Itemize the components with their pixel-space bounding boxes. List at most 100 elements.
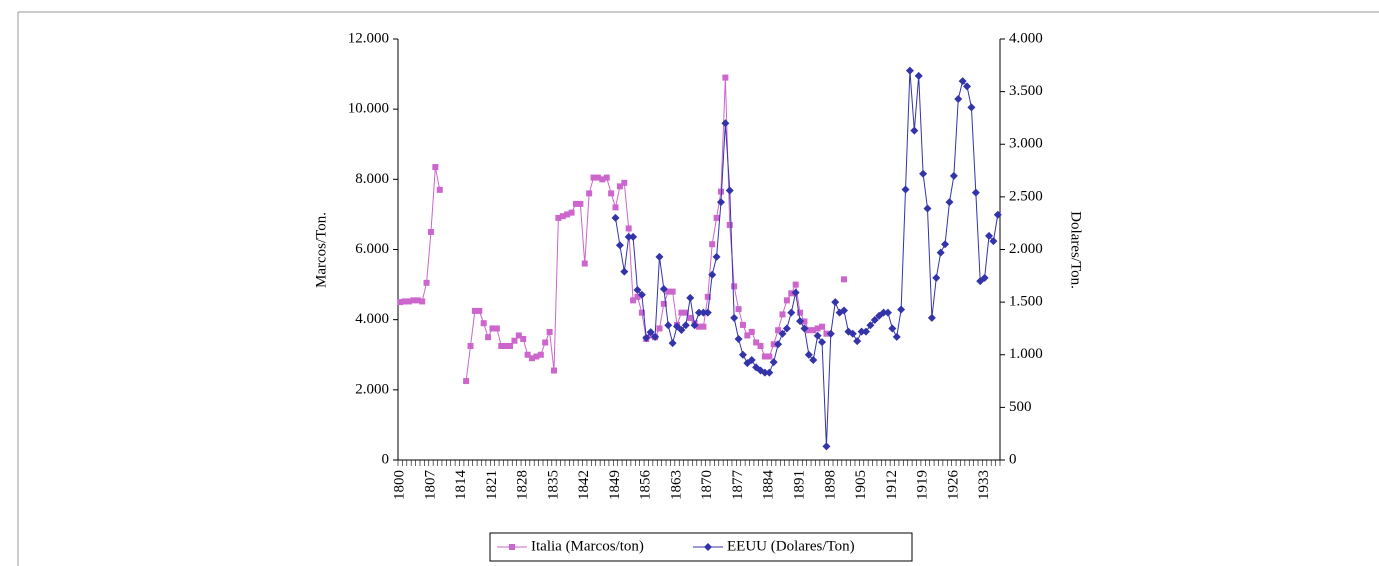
- marker: [651, 332, 660, 341]
- marker: [831, 298, 840, 307]
- marker: [853, 337, 862, 346]
- marker: [778, 329, 787, 338]
- marker: [682, 309, 689, 316]
- marker: [792, 281, 799, 288]
- marker: [678, 309, 685, 316]
- marker: [620, 267, 629, 276]
- marker: [861, 327, 870, 336]
- marker: [612, 204, 619, 211]
- marker: [656, 325, 663, 332]
- marker: [883, 308, 892, 317]
- marker: [616, 183, 623, 190]
- marker: [555, 214, 562, 221]
- marker: [708, 270, 717, 279]
- y-tick-label: 8.000: [355, 171, 389, 187]
- marker: [629, 232, 638, 241]
- marker: [980, 273, 989, 282]
- marker: [840, 306, 849, 315]
- marker: [664, 321, 673, 330]
- marker: [841, 276, 848, 283]
- marker: [550, 367, 557, 374]
- marker: [577, 200, 584, 207]
- marker: [630, 297, 637, 304]
- marker: [515, 332, 522, 339]
- marker: [823, 330, 830, 337]
- marker: [945, 198, 954, 207]
- legend-marker: [704, 543, 712, 551]
- marker: [716, 198, 725, 207]
- marker: [568, 209, 575, 216]
- marker: [646, 328, 655, 337]
- marker: [633, 286, 642, 295]
- marker: [770, 341, 777, 348]
- x-tick-label: 1856: [638, 470, 654, 501]
- marker: [805, 327, 812, 334]
- marker: [971, 188, 980, 197]
- marker: [397, 299, 404, 306]
- marker: [520, 335, 527, 342]
- marker: [993, 210, 1002, 219]
- marker: [919, 169, 928, 178]
- marker: [427, 228, 434, 235]
- marker: [586, 190, 593, 197]
- marker: [502, 342, 509, 349]
- marker: [787, 308, 796, 317]
- marker: [489, 325, 496, 332]
- marker: [401, 298, 408, 305]
- x-tick-label: 1807: [422, 470, 438, 501]
- marker: [923, 204, 932, 213]
- marker: [932, 273, 941, 282]
- marker: [695, 308, 703, 317]
- marker: [624, 232, 633, 241]
- x-tick-label: 1863: [668, 470, 684, 500]
- marker: [721, 119, 730, 128]
- x-tick-label: 1870: [699, 470, 715, 500]
- marker: [709, 241, 716, 248]
- marker: [704, 293, 711, 300]
- marker: [765, 368, 774, 377]
- marker: [673, 322, 682, 331]
- marker: [665, 288, 672, 295]
- x-tick-label: 1884: [761, 470, 777, 501]
- marker: [739, 321, 746, 328]
- marker: [761, 353, 768, 360]
- marker: [967, 103, 976, 112]
- marker: [533, 353, 540, 360]
- marker: [796, 317, 805, 326]
- marker: [757, 342, 764, 349]
- marker: [800, 324, 809, 333]
- x-tick-label: 1912: [884, 470, 900, 500]
- marker: [722, 74, 729, 81]
- marker: [814, 325, 821, 332]
- marker: [941, 240, 950, 249]
- marker: [905, 66, 914, 75]
- marker: [638, 309, 645, 316]
- marker: [594, 174, 601, 181]
- marker: [686, 293, 695, 302]
- marker: [879, 308, 888, 317]
- marker: [493, 325, 500, 332]
- marker: [753, 339, 760, 346]
- marker: [775, 327, 782, 334]
- marker: [804, 350, 813, 359]
- x-tick-label: 1933: [976, 470, 992, 500]
- x-tick-label: 1877: [730, 470, 746, 501]
- legend-label: EEUU (Dolares/Ton): [727, 538, 855, 554]
- marker: [783, 297, 790, 304]
- marker: [603, 174, 610, 181]
- marker: [910, 126, 919, 135]
- marker: [735, 306, 742, 313]
- marker: [668, 339, 677, 348]
- marker: [848, 329, 857, 338]
- y-tick-label: 10.000: [348, 101, 389, 117]
- marker: [914, 71, 923, 80]
- marker: [419, 298, 426, 305]
- marker: [700, 323, 707, 330]
- y2-tick-label: 0: [1009, 451, 1017, 467]
- marker: [432, 164, 439, 171]
- marker: [476, 307, 483, 314]
- marker: [870, 316, 879, 325]
- marker: [669, 288, 676, 295]
- marker: [791, 288, 800, 297]
- marker: [621, 179, 628, 186]
